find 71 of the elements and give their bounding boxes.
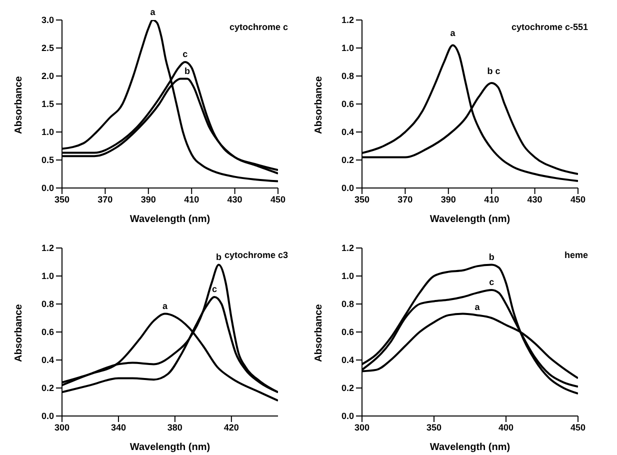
x-axis-title: Wavelength (nm): [430, 214, 510, 225]
y-tick-label: 0.5: [41, 155, 54, 166]
y-tick-label: 1.0: [41, 127, 54, 138]
y-tick-label: 0.6: [41, 327, 54, 338]
y-tick-label: 0.8: [341, 299, 354, 310]
x-tick-label: 430: [227, 194, 242, 204]
y-tick-label: 0.0: [41, 183, 54, 194]
y-tick-label: 0.2: [341, 383, 354, 394]
y-tick-label: 0.4: [341, 127, 354, 138]
y-tick-label: 0.6: [341, 99, 354, 110]
y-tick-label: 0.0: [41, 411, 54, 422]
y-tick-label: 0.0: [341, 411, 354, 422]
x-axis-title: Wavelength (nm): [130, 214, 210, 225]
y-tick-label: 2.0: [41, 71, 54, 82]
x-tick-label: 370: [98, 194, 113, 204]
annotation: b: [488, 252, 495, 262]
y-tick-label: 0.6: [341, 327, 354, 338]
annotation: c: [212, 284, 217, 294]
y-tick-label: 0.4: [41, 355, 54, 366]
x-tick-label: 450: [570, 422, 586, 432]
y-tick-label: 0.8: [41, 299, 54, 310]
x-axis-title: Wavelength (nm): [430, 442, 510, 453]
x-tick-label: 370: [398, 194, 413, 204]
annotation: b c: [487, 66, 500, 76]
annotation: a: [162, 300, 169, 311]
y-axis-title: Absorbance: [14, 304, 25, 362]
y-axis-title: Absorbance: [14, 76, 25, 134]
x-tick-label: 390: [440, 194, 456, 204]
x-tick-label: 410: [184, 194, 200, 204]
x-tick-label: 420: [224, 422, 239, 432]
x-tick-label: 430: [527, 194, 542, 204]
chart-title: cytochrome c-551: [511, 22, 588, 32]
annotation: a: [450, 28, 456, 38]
y-tick-label: 1.0: [341, 43, 354, 54]
x-tick-label: 410: [484, 194, 500, 204]
y-tick-label: 0.0: [341, 183, 354, 194]
y-tick-label: 1.5: [41, 99, 54, 110]
x-axis-title: Wavelength (nm): [130, 442, 210, 453]
annotation: c: [489, 277, 494, 287]
annotation: c: [182, 49, 188, 59]
y-tick-label: 1.2: [341, 15, 354, 26]
x-tick-label: 450: [270, 194, 286, 204]
x-tick-label: 400: [498, 422, 514, 432]
x-tick-label: 350: [354, 194, 370, 204]
y-tick-label: 0.8: [341, 71, 354, 82]
x-tick-label: 380: [167, 422, 182, 432]
y-tick-label: 1.0: [341, 271, 354, 282]
chart-title: cytochrome c3: [224, 250, 288, 260]
annotation: a: [150, 7, 156, 17]
annotation: b: [216, 252, 222, 262]
y-tick-label: 1.0: [41, 271, 54, 282]
x-tick-label: 300: [354, 422, 370, 432]
y-tick-label: 0.2: [41, 383, 54, 394]
y-tick-label: 3.0: [41, 15, 54, 26]
y-tick-label: 1.2: [341, 243, 354, 254]
annotation: b: [184, 66, 191, 76]
y-tick-label: 0.2: [341, 155, 354, 166]
x-tick-label: 390: [140, 194, 156, 204]
y-tick-label: 0.4: [341, 355, 354, 366]
chart-title: heme: [564, 250, 588, 260]
y-axis-title: Absorbance: [314, 304, 325, 362]
y-tick-label: 1.2: [41, 243, 54, 254]
x-tick-label: 350: [426, 422, 442, 432]
y-tick-label: 2.5: [41, 43, 54, 54]
x-tick-label: 340: [110, 422, 126, 432]
x-tick-label: 300: [54, 422, 70, 432]
y-axis-title: Absorbance: [314, 76, 325, 134]
annotation: a: [474, 302, 481, 312]
x-tick-label: 450: [570, 194, 586, 204]
chart-title: cytochrome c: [229, 22, 288, 32]
x-tick-label: 350: [54, 194, 70, 204]
